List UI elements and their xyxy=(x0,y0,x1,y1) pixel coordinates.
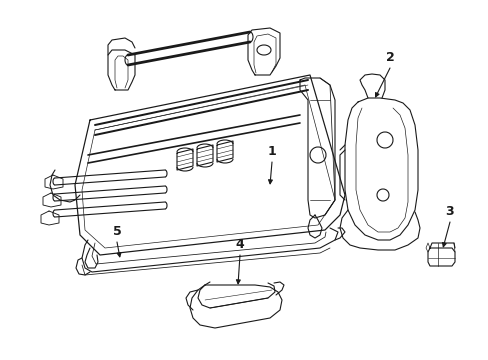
Text: 5: 5 xyxy=(112,225,121,238)
Text: 2: 2 xyxy=(385,51,393,64)
Text: 4: 4 xyxy=(235,238,244,251)
Text: 3: 3 xyxy=(445,205,453,218)
Text: 1: 1 xyxy=(267,145,276,158)
